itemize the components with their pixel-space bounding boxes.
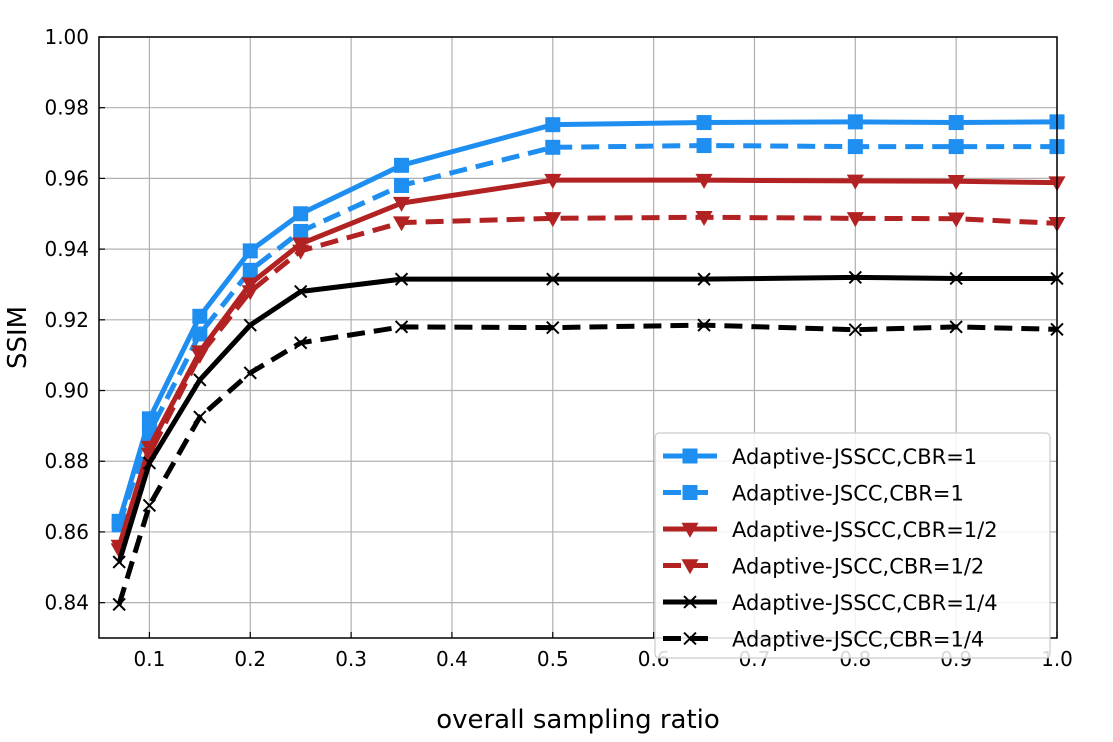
- legend-label: Adaptive-JSCC,CBR=1/2: [732, 555, 984, 579]
- data-point: [142, 498, 157, 513]
- data-point: [294, 284, 308, 299]
- data-point: [546, 272, 560, 286]
- y-axis-label: SSIM: [3, 306, 33, 369]
- data-point: [947, 212, 965, 228]
- x-tick-label: 0.3: [335, 647, 367, 671]
- data-point: [193, 410, 207, 424]
- data-point: [695, 173, 713, 189]
- data-point: [848, 323, 862, 337]
- data-point: [242, 262, 258, 278]
- y-tick-label: 0.98: [44, 96, 89, 120]
- data-point: [846, 174, 864, 190]
- legend-marker: [683, 595, 697, 609]
- y-tick-label: 0.84: [44, 591, 89, 615]
- data-point: [949, 320, 963, 334]
- series-5: [112, 270, 1064, 569]
- y-tick-label: 0.92: [44, 308, 89, 332]
- data-point: [394, 320, 409, 334]
- legend-item: Adaptive-JSSCC,CBR=1/4: [663, 591, 998, 615]
- data-point: [392, 216, 411, 232]
- data-point: [695, 211, 713, 227]
- data-point: [544, 173, 562, 189]
- data-point: [112, 597, 126, 612]
- data-point: [696, 138, 712, 154]
- data-point: [948, 115, 964, 131]
- data-point: [545, 139, 561, 155]
- data-point: [193, 373, 207, 387]
- data-point: [847, 114, 863, 130]
- data-point: [192, 308, 208, 324]
- y-tick-label: 0.88: [44, 449, 89, 473]
- data-point: [242, 243, 258, 259]
- legend-item: Adaptive-JSSCC,CBR=1/2: [663, 518, 998, 542]
- x-tick-label: 0.5: [537, 647, 569, 671]
- y-tick-label: 0.96: [44, 166, 89, 190]
- data-point: [392, 196, 411, 212]
- data-point: [947, 174, 965, 190]
- legend-marker: [683, 631, 697, 646]
- data-point: [546, 320, 560, 335]
- data-point: [394, 177, 410, 193]
- data-point: [293, 206, 309, 222]
- data-point: [846, 212, 864, 228]
- data-point: [696, 115, 712, 131]
- legend-box: [654, 432, 1051, 659]
- data-point: [294, 336, 308, 350]
- data-point: [112, 555, 126, 569]
- data-point: [697, 318, 711, 332]
- legend-marker: [682, 485, 698, 500]
- data-point: [241, 277, 259, 293]
- data-point: [697, 272, 711, 286]
- legend-item: Adaptive-JSCC,CBR=1/4: [663, 628, 984, 652]
- series-4: [110, 211, 1066, 559]
- x-axis-label: overall sampling ratio: [436, 705, 720, 735]
- data-point: [544, 212, 562, 228]
- data-point: [142, 456, 157, 470]
- data-point: [948, 139, 964, 155]
- legend-marker: [681, 559, 699, 575]
- y-tick-label: 0.90: [44, 379, 89, 403]
- series-group: [110, 114, 1066, 612]
- legend-item: Adaptive-JSSCC,CBR=1: [663, 445, 977, 469]
- legend-item: Adaptive-JSCC,CBR=1: [663, 482, 964, 506]
- y-tick-label: 0.94: [44, 237, 89, 261]
- data-point: [192, 326, 208, 342]
- x-tick-label: 0.1: [134, 647, 166, 671]
- data-point: [243, 366, 257, 380]
- data-point: [293, 223, 309, 239]
- data-point: [394, 157, 410, 173]
- plot-frame: [98, 36, 1058, 639]
- legend-marker: [682, 448, 698, 464]
- data-point: [847, 139, 863, 155]
- data-point: [394, 272, 409, 286]
- legend-label: Adaptive-JSCC,CBR=1/4: [732, 628, 984, 652]
- legend: Adaptive-JSSCC,CBR=1 Adaptive-JSCC,CBR=1 A…: [654, 432, 1051, 659]
- y-tick-label: 0.86: [44, 520, 89, 544]
- legend-label: Adaptive-JSSCC,CBR=1/2: [732, 518, 998, 542]
- data-point: [292, 244, 310, 260]
- data-point: [545, 117, 561, 133]
- y-tick-label: 1.00: [44, 25, 89, 49]
- legend-marker: [681, 522, 699, 538]
- x-tick-label: 0.2: [234, 647, 266, 671]
- x-tick-label: 0.4: [436, 647, 468, 671]
- legend-label: Adaptive-JSSCC,CBR=1/4: [732, 591, 998, 615]
- data-point: [241, 285, 259, 301]
- legend-label: Adaptive-JSSCC,CBR=1: [732, 445, 977, 469]
- legend-item: Adaptive-JSCC,CBR=1/2: [663, 555, 984, 579]
- data-point: [949, 271, 963, 286]
- data-point: [191, 348, 209, 364]
- legend-label: Adaptive-JSCC,CBR=1: [732, 482, 964, 506]
- data-point: [243, 318, 257, 332]
- data-point: [848, 270, 862, 285]
